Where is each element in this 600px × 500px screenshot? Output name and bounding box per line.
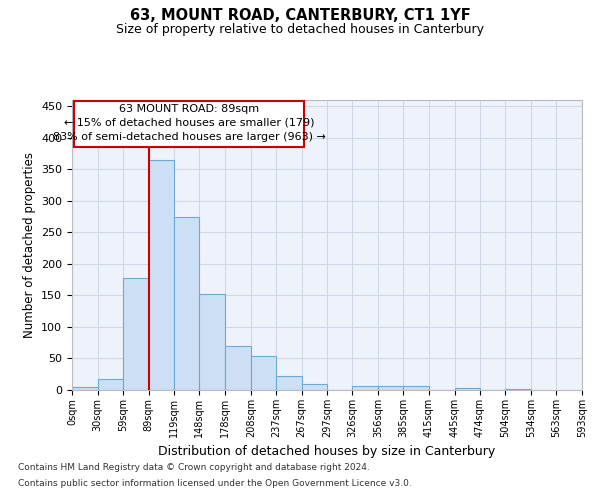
Text: 63, MOUNT ROAD, CANTERBURY, CT1 1YF: 63, MOUNT ROAD, CANTERBURY, CT1 1YF [130,8,470,22]
Bar [251,356,276,390]
Bar [505,388,531,390]
Text: ← 15% of detached houses are smaller (179): ← 15% of detached houses are smaller (17… [64,118,314,128]
X-axis label: Distribution of detached houses by size in Canterbury: Distribution of detached houses by size … [158,446,496,458]
Text: Contains public sector information licensed under the Open Government Licence v3: Contains public sector information licen… [18,478,412,488]
Bar [175,216,199,390]
Bar [276,376,302,390]
Bar [455,388,479,390]
Bar [123,278,149,390]
Text: 83% of semi-detached houses are larger (963) →: 83% of semi-detached houses are larger (… [53,132,325,141]
FancyBboxPatch shape [74,102,304,148]
Bar [149,160,175,390]
Bar [199,294,225,390]
Text: Contains HM Land Registry data © Crown copyright and database right 2024.: Contains HM Land Registry data © Crown c… [18,464,370,472]
Bar [72,388,98,390]
Bar [225,346,251,390]
Bar [302,384,328,390]
Text: Size of property relative to detached houses in Canterbury: Size of property relative to detached ho… [116,22,484,36]
Bar [378,386,403,390]
Y-axis label: Number of detached properties: Number of detached properties [23,152,35,338]
Bar [352,386,378,390]
Bar [98,378,123,390]
Text: 63 MOUNT ROAD: 89sqm: 63 MOUNT ROAD: 89sqm [119,104,259,114]
Bar [403,386,429,390]
